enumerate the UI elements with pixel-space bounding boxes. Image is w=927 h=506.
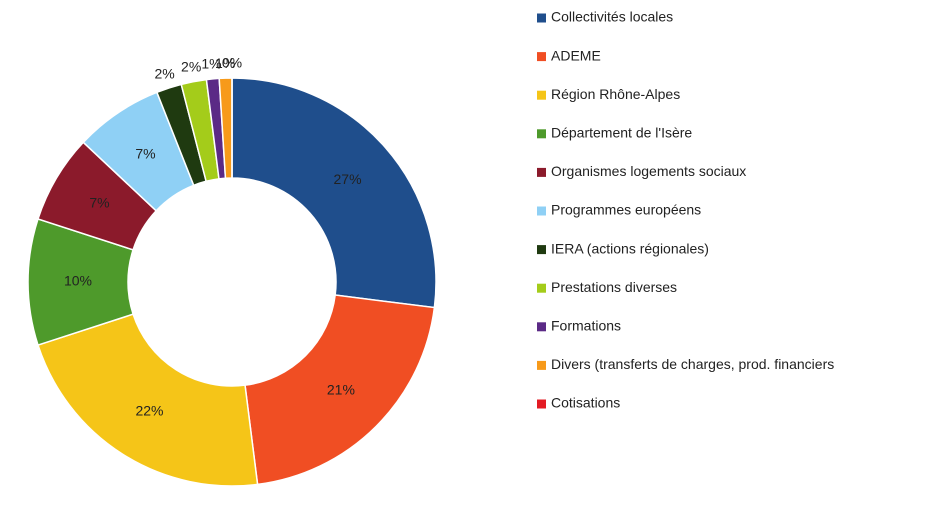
legend-label: IERA (actions régionales) xyxy=(551,240,709,256)
legend-label: Collectivités locales xyxy=(551,9,673,25)
legend-swatch xyxy=(537,399,546,409)
legend-label: Région Rhône-Alpes xyxy=(551,86,680,102)
donut-slice xyxy=(37,313,259,487)
legend-swatch xyxy=(537,13,546,23)
data-label: 27% xyxy=(334,171,362,187)
data-label: 2% xyxy=(181,59,201,75)
data-label: 7% xyxy=(89,194,109,210)
data-label: 1% xyxy=(201,56,221,72)
legend-label: Département de l'Isère xyxy=(551,125,692,141)
legend-label: Cotisations xyxy=(551,395,620,411)
legend-swatch xyxy=(537,283,546,293)
data-label: 10% xyxy=(64,273,92,289)
legend-swatch xyxy=(537,206,546,216)
donut-slice xyxy=(231,77,437,309)
legend-label: Prestations diverses xyxy=(551,279,677,295)
legend-swatch xyxy=(537,129,546,139)
donut-slice xyxy=(244,294,436,486)
data-label: 22% xyxy=(135,403,163,419)
legend-swatch xyxy=(537,360,546,370)
legend-label: ADEME xyxy=(551,47,601,63)
legend-swatch xyxy=(537,52,546,62)
legend-label: Programmes européens xyxy=(551,202,701,218)
legend-swatch xyxy=(537,322,546,332)
data-label: 7% xyxy=(135,145,155,161)
legend-label: Organismes logements sociaux xyxy=(551,163,746,179)
data-label: 1% xyxy=(215,55,235,71)
legend-swatch xyxy=(537,245,546,255)
legend-swatch xyxy=(537,90,546,100)
legend-swatch xyxy=(537,167,546,177)
data-label: 2% xyxy=(155,65,175,81)
data-label: 21% xyxy=(327,382,355,398)
legend-label: Divers (transferts de charges, prod. fin… xyxy=(551,356,834,372)
data-label: 0% xyxy=(222,55,242,71)
legend-label: Formations xyxy=(551,318,621,334)
